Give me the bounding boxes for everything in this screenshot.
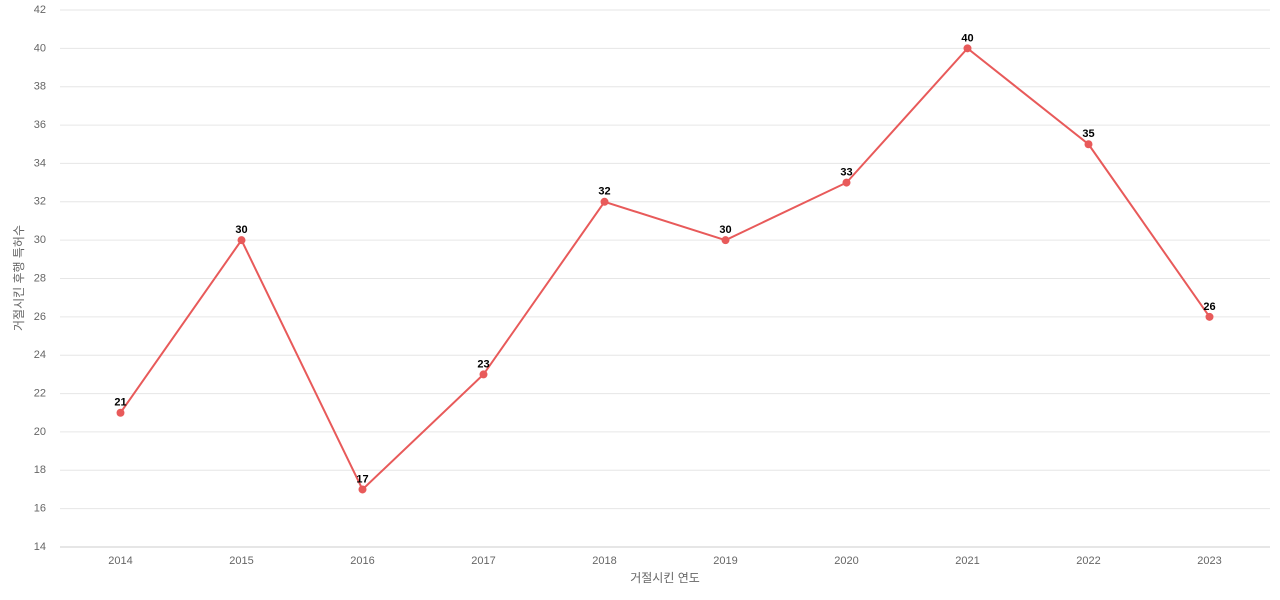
y-tick-label: 14 [34,541,46,553]
y-tick-label: 32 [34,196,46,208]
y-tick-label: 18 [34,464,46,476]
y-tick-label: 40 [34,42,46,54]
y-tick-label: 22 [34,387,46,399]
x-tick-label: 2021 [955,555,979,567]
point [237,236,246,245]
point [1084,140,1093,149]
data-label: 35 [1082,128,1094,140]
x-tick-label: 2018 [592,555,616,567]
data-label: 40 [961,32,973,44]
data-label: 32 [598,186,610,198]
y-axis-title: 거절시킨 후행 특허수 [11,225,26,331]
data-label: 26 [1203,301,1215,313]
data-label: 30 [235,224,247,236]
x-tick-label: 2022 [1076,555,1100,567]
point [116,408,125,417]
data-label: 33 [840,167,852,179]
y-tick-label: 28 [34,272,46,284]
y-tick-label: 42 [34,4,46,16]
y-tick-label: 16 [34,503,46,515]
point [600,197,609,206]
point [721,236,730,245]
x-tick-label: 2014 [108,555,132,567]
y-tick-label: 38 [34,81,46,93]
y-tick-label: 24 [34,349,46,361]
point [842,178,851,187]
line [119,46,1211,492]
y-tick-label: 36 [34,119,46,131]
x-tick-label: 2020 [834,555,858,567]
x-tick-label: 2023 [1197,555,1221,567]
point [1205,312,1214,321]
y-tick-label: 20 [34,426,46,438]
data-label: 17 [356,473,368,485]
x-tick-label: 2019 [713,555,737,567]
data-label: 23 [477,358,489,370]
data-label: 21 [114,397,126,409]
point [963,44,972,53]
point [479,370,488,379]
y-tick-label: 30 [34,234,46,246]
y-tick-label: 26 [34,311,46,323]
x-tick-label: 2017 [471,555,495,567]
data-label: 30 [719,224,731,236]
y-tick-label: 34 [34,157,46,169]
x-axis-title: 거절시킨 연도 [630,571,700,585]
point [358,485,367,494]
x-tick-label: 2016 [350,555,374,567]
x-tick-label: 2015 [229,555,253,567]
